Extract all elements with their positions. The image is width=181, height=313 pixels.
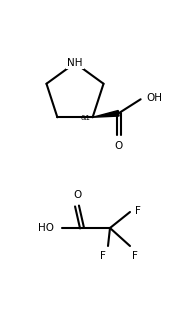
- Text: NH: NH: [67, 58, 83, 68]
- Text: F: F: [132, 251, 138, 261]
- Text: &1: &1: [81, 115, 91, 121]
- Text: O: O: [73, 190, 81, 200]
- Polygon shape: [93, 110, 119, 117]
- Text: OH: OH: [147, 93, 163, 103]
- Text: F: F: [135, 206, 141, 216]
- Text: HO: HO: [38, 223, 54, 233]
- Text: O: O: [115, 141, 123, 151]
- Text: F: F: [100, 251, 106, 261]
